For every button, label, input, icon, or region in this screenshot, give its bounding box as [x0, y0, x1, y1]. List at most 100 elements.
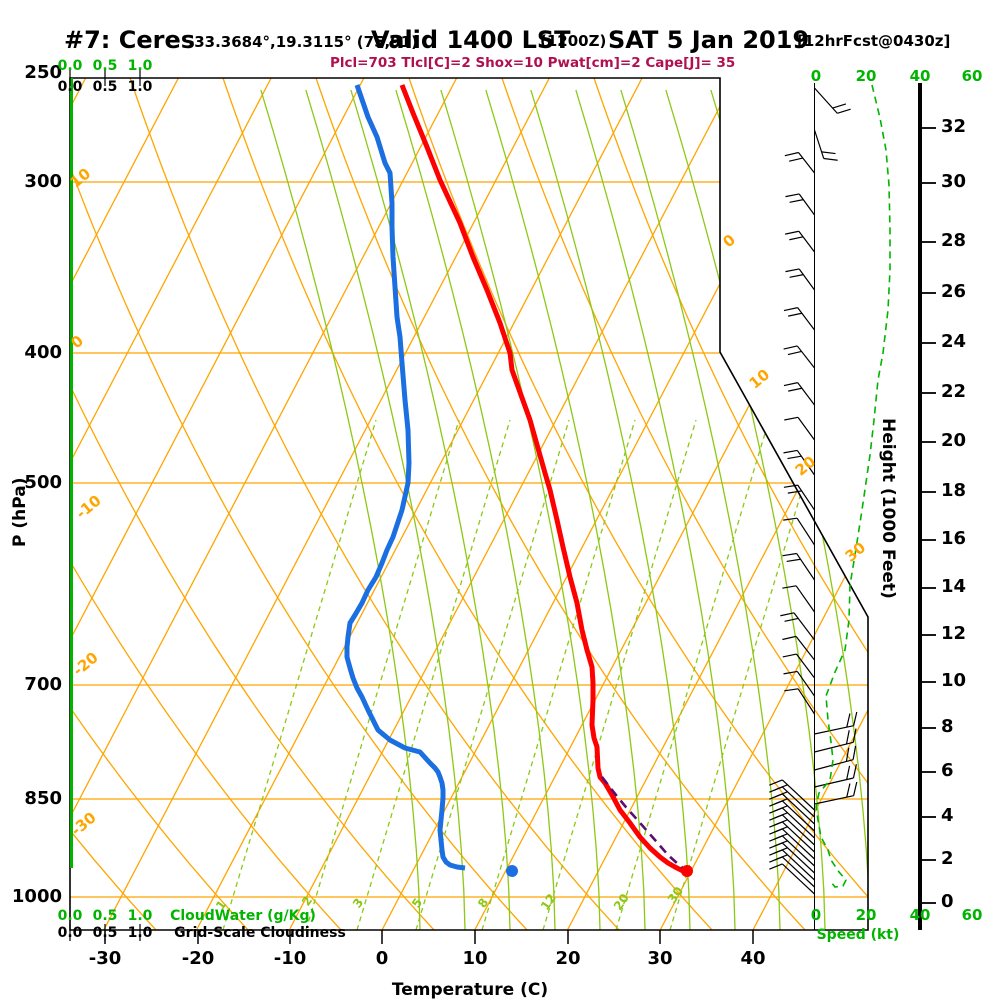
isotherm-line — [70, 78, 365, 930]
height-tick-label: 16 — [941, 528, 967, 549]
pressure-tick-label: 700 — [24, 674, 62, 695]
surface-dewpoint-marker — [506, 865, 518, 877]
wind-barbs — [769, 87, 858, 895]
pressure-tick-label: 300 — [24, 171, 62, 192]
pressure-tick-label: 250 — [24, 62, 62, 83]
height-tick-label: 26 — [941, 281, 967, 302]
isotherm-line — [103, 78, 550, 930]
mixing-ratio-line — [415, 419, 570, 930]
pressure-tick-label: 850 — [24, 788, 62, 809]
dry-adiabat-line — [70, 78, 435, 930]
moist-adiabat-line — [575, 89, 736, 930]
dry-adiabat-line — [70, 78, 249, 930]
dry-adiabat-line — [501, 78, 868, 930]
cloudiness-tick-label-bottom: 1.0 — [127, 925, 153, 941]
dry-adiabat-line — [129, 78, 620, 930]
cloudiness-tick-label-top: 1.0 — [127, 79, 153, 95]
forecast-tag: [12hrFcst@0430z] — [797, 32, 951, 50]
speed-tick-label-top: 20 — [855, 67, 877, 85]
height-tick-label: 20 — [941, 430, 967, 451]
height-axis-label: Height (1000 Feet) — [878, 418, 898, 599]
moist-adiabat-line — [530, 89, 691, 930]
speed-tick-label-bottom: 40 — [909, 906, 931, 924]
mixing-ratio-line — [356, 419, 511, 930]
height-tick-label: 28 — [941, 230, 967, 251]
speed-tick-label-top: 40 — [909, 67, 931, 85]
station-title: #7: Ceres — [64, 26, 196, 54]
cloudwater-tick-label-bottom: 0.0 — [57, 908, 83, 924]
surface-temperature-marker — [681, 865, 693, 877]
moist-adiabat-line — [665, 89, 826, 930]
isotherm-line — [752, 78, 868, 930]
station-coords: -33.3684°,19.3115° (75,91) — [188, 33, 418, 51]
moist-adiabat-line — [395, 89, 556, 930]
isotherm-line — [70, 78, 272, 930]
mixing-ratio-line — [669, 419, 824, 930]
temperature-tick-label: 40 — [740, 948, 766, 969]
isotherm-line — [659, 78, 868, 930]
dry-adiabat-line — [593, 78, 868, 930]
height-tick-label: 14 — [941, 576, 967, 597]
dry-adiabat-line — [408, 78, 868, 930]
temperature-tick-label: 30 — [647, 948, 673, 969]
valid-time-label: Valid 1400 LST — [371, 26, 571, 54]
moist-adiabat-line — [620, 89, 781, 930]
cloudwater-tick-label-bottom: 1.0 — [127, 908, 153, 924]
temperature-axis-label: Temperature (C) — [391, 980, 549, 1000]
cloudiness-tick-label-bottom: 0.5 — [92, 925, 118, 941]
speed-axis-label: Speed (kt) — [816, 927, 900, 943]
cloudiness-tick-label-bottom: 0.0 — [57, 925, 83, 941]
mixing-ratio-line — [542, 419, 697, 930]
cloudwater-axis-label: CloudWater (g/Kg) — [170, 908, 316, 924]
isotherm-line — [381, 78, 829, 930]
height-tick-label: 2 — [941, 848, 954, 869]
height-tick-label: 24 — [941, 331, 967, 352]
plot-border — [69, 77, 869, 931]
moist-adiabat-line — [440, 89, 601, 930]
dry-adiabat-line — [70, 78, 342, 930]
speed-tick-label-top: 60 — [961, 67, 983, 85]
height-tick-label: 6 — [941, 760, 954, 781]
height-tick-label: 30 — [941, 171, 967, 192]
moist-adiabat-line — [260, 89, 421, 930]
speed-tick-label-bottom: 20 — [855, 906, 877, 924]
cloudwater-tick-label-top: 0.0 — [57, 58, 83, 74]
cloudwater-tick-label-top: 1.0 — [127, 58, 153, 74]
pressure-tick-label: 1000 — [11, 886, 62, 907]
height-tick-label: 0 — [941, 891, 954, 912]
mixing-ratio-line — [481, 419, 636, 930]
height-tick-label: 10 — [941, 670, 967, 691]
speed-tick-label-bottom: 0 — [810, 906, 822, 924]
speed-tick-label-top: 0 — [810, 67, 822, 85]
height-tick-label: 4 — [941, 805, 954, 826]
height-tick-label: 18 — [941, 480, 967, 501]
temperature-tick-label: -30 — [88, 948, 122, 969]
height-tick-label: 12 — [941, 623, 967, 644]
pressure-tick-label: 500 — [24, 472, 62, 493]
parcel-path-curve — [600, 776, 685, 870]
dry-adiabat-line — [222, 78, 713, 930]
moist-adiabat-line — [350, 89, 511, 930]
cloudwater-tick-label-bottom: 0.5 — [92, 908, 118, 924]
cloudiness-tick-label-top: 0.0 — [57, 79, 83, 95]
height-tick-label: 32 — [941, 116, 967, 137]
mixing-ratio-line — [615, 419, 770, 930]
isotherm-line — [566, 78, 868, 930]
cloudiness-tick-label-top: 0.5 — [92, 79, 118, 95]
height-tick-label: 8 — [941, 716, 954, 737]
temperature-tick-label: 0 — [375, 948, 389, 969]
moist-adiabat-line — [485, 89, 646, 930]
height-tick-label: 22 — [941, 381, 967, 402]
temperature-tick-label: -10 — [273, 948, 307, 969]
isotherm-line — [474, 78, 868, 930]
speed-tick-label-bottom: 60 — [961, 906, 983, 924]
isotherm-line — [70, 78, 458, 930]
cloudwater-tick-label-top: 0.5 — [92, 58, 118, 74]
pressure-tick-label: 400 — [24, 342, 62, 363]
temperature-tick-label: 10 — [462, 948, 488, 969]
wind-speed-profile — [815, 84, 891, 888]
sounding-parameters: Plcl=703 Tlcl[C]=2 Shox=10 Pwat[cm]=2 Ca… — [330, 55, 736, 71]
cloudiness-axis-label: Grid-Scale Cloudiness — [174, 925, 346, 941]
